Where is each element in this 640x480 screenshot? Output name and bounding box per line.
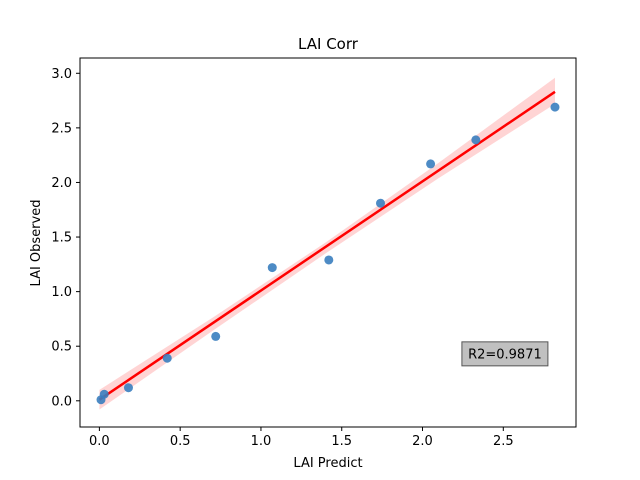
scatter-point-6 <box>267 263 277 273</box>
r2-annotation: R2=0.9871 <box>461 341 549 367</box>
scatter-point-3 <box>123 383 133 393</box>
y-tick-label: 2.0 <box>51 176 72 191</box>
y-tick-label: 0.5 <box>51 340 72 355</box>
scatter-point-2 <box>99 389 109 399</box>
x-tick-label: 2.5 <box>493 434 514 449</box>
x-tick-label: 0.0 <box>89 434 110 449</box>
x-axis-label: LAI Predict <box>293 456 362 471</box>
x-tick-label: 0.5 <box>170 434 191 449</box>
y-tick-label: 1.0 <box>51 285 72 300</box>
regression-line-layer <box>98 90 556 401</box>
scatter-point-11 <box>550 102 560 112</box>
annotation-box <box>461 341 549 367</box>
y-axis-label: LAI Observed <box>29 200 44 287</box>
y-tick-label: 0.0 <box>51 394 72 409</box>
y-tick-label: 2.5 <box>51 121 72 136</box>
scatter-points-layer <box>96 102 560 405</box>
y-axis-ticks: 0.0 0.5 1.0 1.5 2.0 2.5 3.0 <box>51 67 80 409</box>
x-tick-label: 1.5 <box>331 434 352 449</box>
x-tick-label: 2.0 <box>412 434 433 449</box>
x-axis-ticks: 0.0 0.5 1.0 1.5 2.0 2.5 <box>89 427 514 449</box>
scatter-point-8 <box>376 198 386 208</box>
chart-title: LAI Corr <box>298 35 359 53</box>
scatter-point-9 <box>426 159 436 169</box>
scatter-point-5 <box>211 331 221 341</box>
y-tick-label: 3.0 <box>51 67 72 82</box>
plot-frame <box>79 57 577 428</box>
confidence-band-layer <box>99 77 556 410</box>
y-tick-label: 1.5 <box>51 231 72 246</box>
confidence-band <box>99 77 556 410</box>
regression-line <box>98 90 556 401</box>
scatter-point-7 <box>324 255 334 265</box>
x-tick-label: 1.0 <box>251 434 272 449</box>
annotation-text: R2=0.9871 <box>468 347 542 362</box>
scatter-point-4 <box>162 353 172 363</box>
scatter-point-10 <box>471 135 481 145</box>
